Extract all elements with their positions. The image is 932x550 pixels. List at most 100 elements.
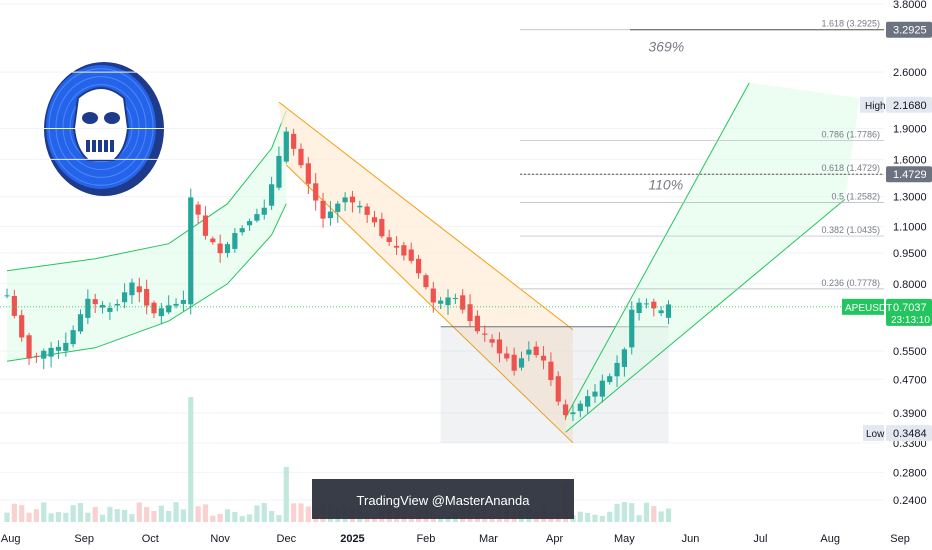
high-price-label: 2.1680 — [893, 100, 927, 112]
candle-body — [188, 197, 194, 305]
volume-bar — [158, 505, 164, 522]
volume-bar — [254, 505, 260, 522]
skull-eye-left — [82, 112, 98, 124]
time-tick-label: May — [614, 533, 635, 545]
volume-bar — [239, 515, 245, 522]
candle-body — [533, 346, 539, 356]
candle-body — [364, 206, 370, 215]
candle-body — [599, 380, 605, 397]
candle-body — [202, 215, 209, 236]
volume-bar — [188, 397, 194, 522]
price-tick-label: 0.2800 — [893, 467, 927, 479]
candle-body — [99, 305, 106, 308]
candle-body — [48, 347, 54, 357]
skull-eye-right — [104, 112, 120, 124]
volume-bar — [210, 515, 216, 522]
fib-price-label-bg — [886, 166, 932, 183]
candle-body — [305, 163, 311, 184]
volume-bar — [246, 514, 253, 522]
candle-body — [555, 376, 561, 402]
candle-body — [393, 245, 400, 248]
time-tick-label: Apr — [546, 533, 563, 545]
candle-body — [41, 350, 47, 359]
candle-body — [349, 196, 356, 203]
candle-body — [430, 288, 436, 303]
current-price-label: 0.7037 — [893, 302, 927, 314]
volume-bar — [26, 512, 32, 522]
candle-body — [445, 297, 451, 306]
candle-body — [511, 354, 517, 371]
candle-body — [460, 295, 466, 310]
volume-bar — [261, 502, 267, 522]
candle-body — [526, 349, 532, 355]
volume-bar — [621, 502, 627, 522]
volume-bar — [276, 515, 282, 522]
time-axis: Aug Sep Oct Nov Dec 2025 Feb Mar Apr May Jun Jul Aug… — [0, 526, 932, 550]
candle-body — [452, 297, 458, 300]
candle-body — [636, 302, 642, 314]
volume-bar — [85, 512, 91, 522]
candle-body — [298, 148, 304, 166]
target-price-label: 3.2925 — [893, 25, 927, 37]
rising-channel-lower — [565, 199, 846, 433]
volume-bar — [599, 515, 605, 522]
volume-bar — [651, 506, 657, 522]
candle-body — [92, 299, 98, 305]
low-tag: Low — [866, 429, 885, 440]
volume-bar — [48, 513, 54, 522]
time-tick-label: Mar — [479, 533, 498, 545]
candle-body — [122, 292, 128, 303]
ascending-channel-lower — [6, 203, 287, 362]
volume-bar — [636, 515, 642, 522]
price-tick-label: 0.2400 — [893, 495, 927, 507]
candle-body — [371, 217, 378, 223]
candle-body — [651, 301, 657, 309]
candle-body — [570, 412, 576, 415]
time-tick-label: Feb — [416, 533, 435, 545]
candle-body — [210, 238, 216, 243]
candle-body — [313, 183, 319, 201]
candle-body — [107, 307, 113, 312]
candle-body — [614, 362, 620, 377]
high-price-label-bg — [886, 96, 932, 113]
price-tick-label: 1.1000 — [893, 222, 927, 234]
ascending-channel-fill — [7, 110, 287, 362]
volume-bar — [202, 504, 209, 522]
candle-body — [144, 288, 150, 306]
candle-body — [629, 309, 635, 348]
candle-body — [11, 296, 17, 316]
price-tick-label: 2.6000 — [893, 67, 927, 79]
volume-bar — [298, 503, 304, 522]
volume-bar — [592, 514, 598, 522]
low-price-label: 0.3484 — [893, 428, 927, 440]
candle-body — [540, 355, 547, 361]
candle-body — [327, 211, 333, 219]
volume-bar — [195, 506, 201, 522]
candle-body — [423, 275, 429, 288]
price-tick-label: 1.9000 — [893, 123, 927, 135]
price-tick-label: 0.4700 — [893, 374, 927, 386]
volume-bar — [122, 509, 128, 522]
current-price-label-bg — [886, 298, 932, 326]
candle-body — [63, 342, 69, 351]
volume-bar — [173, 502, 179, 522]
candle-body — [607, 376, 613, 383]
candle-body — [129, 282, 135, 296]
volume-bar — [283, 467, 289, 522]
volume-bar — [107, 506, 113, 522]
fib-label-0.786: 0.786 (1.7786) — [821, 129, 880, 139]
candle-body — [77, 314, 84, 332]
time-tick-label: Jul — [753, 533, 767, 545]
price-tick-label: 0.5500 — [893, 346, 927, 358]
candle-body — [4, 295, 10, 297]
time-tick-label: 2025 — [340, 533, 364, 545]
skull-tooth — [86, 140, 90, 152]
candle-body — [180, 300, 186, 304]
high-tag: High — [865, 101, 886, 112]
volume-bar — [217, 513, 223, 522]
candle-body — [342, 197, 348, 203]
candle-body — [621, 349, 627, 367]
watermark-text: TradingView @MasterAnanda — [357, 493, 531, 508]
